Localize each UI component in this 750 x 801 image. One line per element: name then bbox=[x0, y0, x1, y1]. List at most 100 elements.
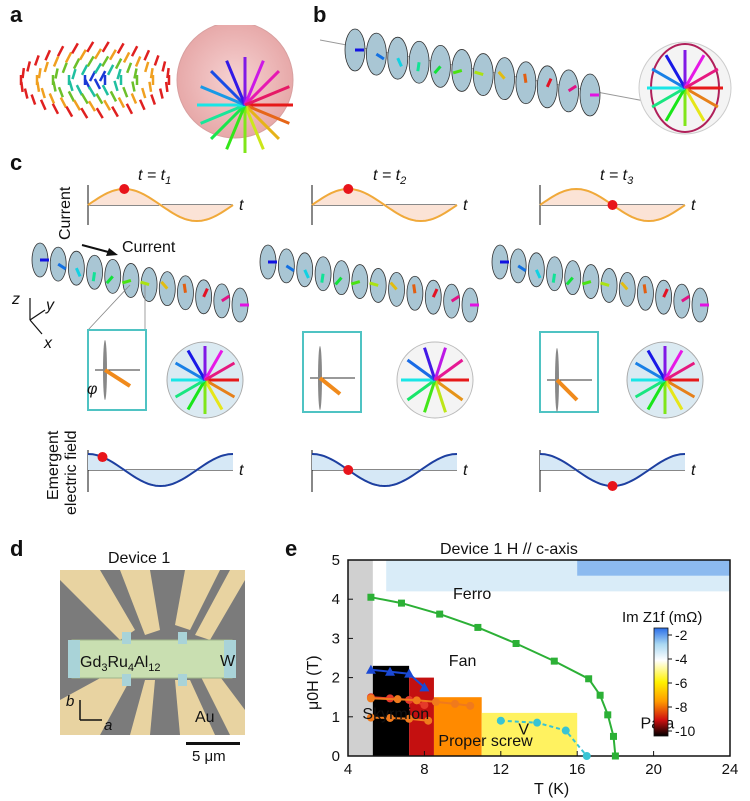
series-line bbox=[370, 668, 426, 689]
time-axis-label: t bbox=[463, 462, 468, 479]
sphere-arrow bbox=[225, 60, 247, 106]
sine-fill bbox=[312, 454, 457, 486]
skyrmion-arrow bbox=[57, 86, 64, 98]
series-point bbox=[431, 697, 440, 706]
x-tick-label: 20 bbox=[645, 761, 662, 778]
skyrmion-arrow bbox=[40, 87, 46, 99]
panel-label-c: c bbox=[10, 150, 23, 175]
skyrmion-arrow bbox=[93, 62, 103, 74]
skyrmion-arrow bbox=[78, 49, 87, 61]
skyrmion-arrow bbox=[166, 67, 170, 79]
sphere-arrow bbox=[243, 104, 265, 150]
sphere-arrow bbox=[186, 379, 207, 411]
sphere-arrow bbox=[433, 379, 447, 413]
time-label-t3: t = t3 bbox=[600, 167, 634, 187]
y-tick-label: 0 bbox=[332, 748, 340, 765]
colorbar-tick-label: -2 bbox=[675, 627, 688, 643]
skyrmion-arrow bbox=[43, 61, 49, 73]
helix-disc bbox=[333, 260, 350, 296]
sine-curve bbox=[311, 453, 458, 488]
helix-spin-arrow bbox=[57, 262, 67, 271]
skyrmion-arrow bbox=[141, 87, 147, 99]
series-point bbox=[366, 713, 375, 722]
skyrmion-arrow bbox=[114, 58, 123, 70]
series-point bbox=[436, 610, 444, 618]
sphere-arrow bbox=[406, 378, 436, 402]
y-tick-label: 2 bbox=[332, 670, 340, 687]
region-label: V bbox=[518, 721, 529, 738]
series-point bbox=[533, 718, 542, 727]
colorbar-tick-label: -10 bbox=[675, 723, 695, 739]
helix-spin-arrow bbox=[389, 281, 398, 291]
helix-disc bbox=[494, 57, 515, 101]
skyrmion-arrow bbox=[75, 84, 84, 96]
skyrmion-arrow bbox=[116, 42, 125, 54]
sphere-arrow bbox=[683, 87, 706, 122]
panel-label-e: e bbox=[285, 536, 298, 561]
emergent-sine-t1: t bbox=[87, 450, 244, 492]
skyrmion-arrow bbox=[133, 68, 138, 79]
colorbar-tick-label: -4 bbox=[675, 651, 688, 667]
skyrmion-arrow bbox=[61, 62, 68, 74]
sphere-arrow bbox=[209, 69, 247, 107]
helix-spin-arrow bbox=[642, 284, 647, 294]
emergent-sine-t3: t bbox=[539, 450, 696, 492]
current-arrowhead bbox=[106, 248, 118, 256]
skyrmion-arrow bbox=[130, 92, 138, 104]
skyrmion-arrow bbox=[86, 41, 95, 53]
helix-spin-arrow bbox=[581, 280, 592, 286]
sphere-arrow bbox=[186, 349, 207, 381]
sphere-arrow bbox=[663, 379, 684, 411]
sphere-arrow bbox=[243, 103, 281, 141]
sphere-arrow bbox=[203, 349, 224, 381]
helix-disc bbox=[536, 65, 558, 109]
au-label: Au bbox=[195, 709, 215, 726]
region-label: Ferro bbox=[453, 586, 491, 603]
time-marker bbox=[119, 184, 130, 194]
skyrmion-arrow bbox=[64, 51, 73, 63]
skyrmion-arrow bbox=[95, 107, 104, 119]
colorbar bbox=[653, 627, 669, 737]
time-marker bbox=[343, 465, 354, 475]
sphere-arrow bbox=[243, 69, 281, 107]
series-point bbox=[419, 682, 430, 692]
current-direction-arrow bbox=[81, 244, 113, 254]
device-micrograph: Gd3Ru4Al12 W Au b a bbox=[60, 570, 245, 735]
series-point bbox=[561, 726, 570, 735]
skyrmion-arrow bbox=[30, 94, 37, 105]
skyrmion-arrow bbox=[65, 106, 74, 118]
helix-spin-arrow bbox=[433, 65, 442, 75]
helix-disc bbox=[618, 271, 636, 307]
skyrmion-arrow bbox=[106, 64, 115, 76]
skyrmion-arrow bbox=[122, 51, 131, 63]
helix-spin-arrow bbox=[121, 279, 132, 285]
skyrmion-arrow bbox=[37, 68, 42, 79]
x-tick-label: 16 bbox=[569, 761, 586, 778]
helix-disc bbox=[140, 267, 158, 302]
skyrmion-arrow bbox=[144, 61, 150, 73]
x-tick-label: 4 bbox=[344, 761, 352, 778]
sphere-arrow bbox=[204, 361, 236, 382]
sphere-arrow bbox=[646, 349, 667, 381]
helix-spin-arrow bbox=[662, 288, 669, 298]
chart-ylabel: μ0H (T) bbox=[305, 655, 322, 710]
skyrmion-arrow bbox=[131, 81, 136, 92]
series-point bbox=[585, 675, 593, 683]
skyrmion-arrow bbox=[23, 88, 29, 99]
skyrmion-arrow bbox=[148, 81, 153, 92]
panel-a-figure bbox=[19, 25, 294, 153]
skyrmion-arrow bbox=[26, 61, 32, 72]
series-point bbox=[366, 694, 375, 703]
helix-spin-arrow bbox=[369, 281, 379, 287]
region-label: Skyrmion bbox=[362, 706, 429, 723]
time-marker bbox=[607, 200, 618, 210]
skyrmion-arrow bbox=[87, 86, 97, 98]
colorbar-label: Im Z1f (mΩ) bbox=[622, 609, 702, 626]
colorbar-ticks: -2 -4 -6 -8 -10 bbox=[668, 627, 695, 739]
helix-spin-arrow bbox=[545, 78, 553, 88]
skyrmion-arrow bbox=[86, 55, 95, 68]
chart-title: Device 1 H // c-axis bbox=[440, 541, 578, 558]
skyrmion-sphere-arrows bbox=[197, 57, 293, 153]
helix-spin-arrow bbox=[600, 281, 610, 287]
